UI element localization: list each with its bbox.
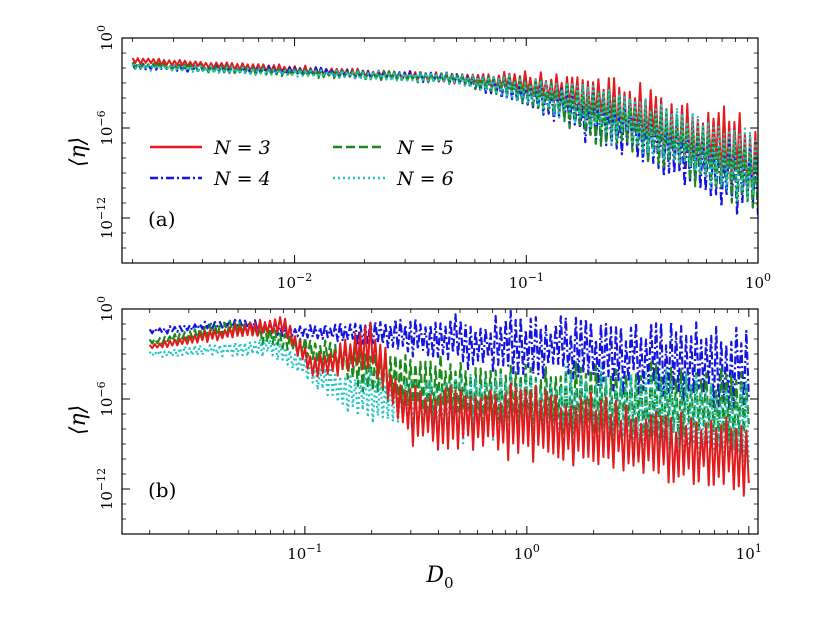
y-tick-exponent: −6 xyxy=(95,110,108,126)
panel-b-ylabel: ⟨η⟩ xyxy=(66,405,91,435)
legend-label: N = 3 xyxy=(213,137,271,159)
panel-a-label: (a) xyxy=(148,207,176,231)
x-tick-base: 10 xyxy=(509,274,528,292)
y-tick-base: 10 xyxy=(98,127,116,146)
x-tick-exponent: −2 xyxy=(296,271,312,284)
legend: N = 3 N = 5 N = 4 N = 6 xyxy=(150,137,454,190)
legend-label: N = 6 xyxy=(396,168,454,190)
x-tick-exponent: −1 xyxy=(528,271,544,284)
series-group-a xyxy=(131,57,758,217)
x-tick-base: 10 xyxy=(736,545,755,563)
x-tick-base: 10 xyxy=(514,545,533,563)
y-tick-exponent: 0 xyxy=(95,25,108,32)
y-tick-label-a: 10−12 xyxy=(95,197,116,239)
series-line-b-n4 xyxy=(148,309,750,412)
y-tick-label-b: 100 xyxy=(95,296,116,322)
x-tick-exponent: 0 xyxy=(764,271,771,284)
x-axis-label-sub: 0 xyxy=(444,574,454,592)
panel-a-ylabel: ⟨η⟩ xyxy=(66,137,91,167)
y-tick-label-a: 10−6 xyxy=(95,110,116,145)
x-tick-label-b: 10−1 xyxy=(287,542,322,563)
series-group-b xyxy=(148,309,750,497)
legend-label: N = 5 xyxy=(396,137,454,159)
y-tick-base: 10 xyxy=(98,220,116,239)
y-tick-exponent: −12 xyxy=(95,197,108,220)
x-tick-label-a: 100 xyxy=(745,271,771,292)
x-tick-base: 10 xyxy=(745,274,764,292)
y-tick-exponent: −6 xyxy=(95,381,108,397)
x-axis-label-main: D xyxy=(425,563,444,588)
panel-b-label: (b) xyxy=(148,478,176,502)
y-tick-label-a: 100 xyxy=(95,25,116,51)
x-tick-base: 10 xyxy=(287,545,306,563)
y-tick-base: 10 xyxy=(98,32,116,51)
x-tick-base: 10 xyxy=(277,274,296,292)
y-tick-label-b: 10−12 xyxy=(95,468,116,510)
y-tick-base: 10 xyxy=(98,491,116,510)
y-tick-base: 10 xyxy=(98,303,116,322)
legend-label: N = 4 xyxy=(213,168,271,190)
x-tick-label-b: 101 xyxy=(736,542,762,563)
y-tick-exponent: −12 xyxy=(95,468,108,491)
x-tick-exponent: −1 xyxy=(306,542,322,555)
panel-b-frame xyxy=(121,308,759,535)
y-tick-exponent: 0 xyxy=(95,296,108,303)
x-tick-label-a: 10−2 xyxy=(277,271,312,292)
series-line-b-n3 xyxy=(148,316,750,497)
x-tick-exponent: 1 xyxy=(755,542,762,555)
x-tick-exponent: 0 xyxy=(533,542,540,555)
x-axis-label: D0 xyxy=(425,563,453,592)
y-tick-label-b: 10−6 xyxy=(95,381,116,416)
series-line-a-n6 xyxy=(131,62,758,202)
x-tick-label-b: 100 xyxy=(514,542,540,563)
panel-a-frame xyxy=(121,37,759,264)
y-tick-base: 10 xyxy=(98,398,116,417)
x-tick-label-a: 10−1 xyxy=(509,271,544,292)
